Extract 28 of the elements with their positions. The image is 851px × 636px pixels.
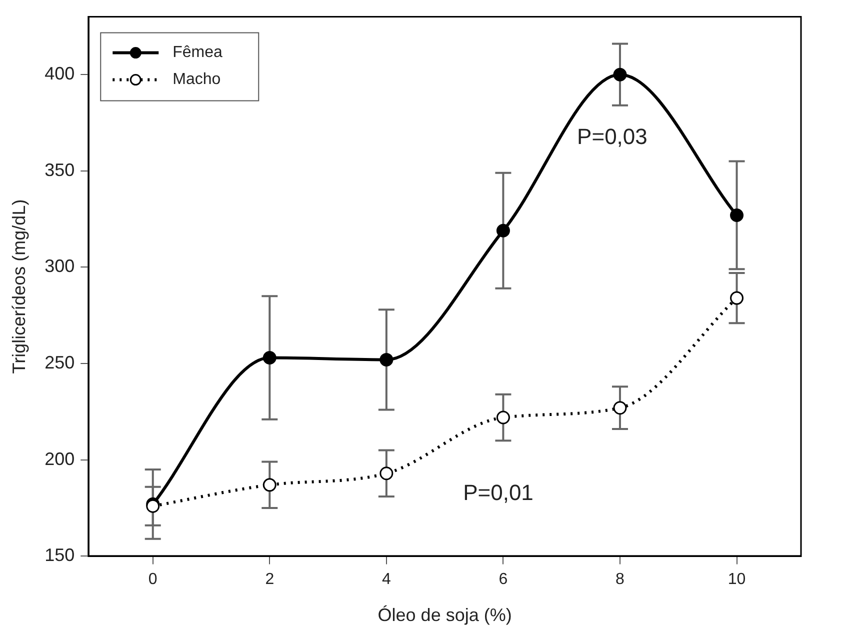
legend-label: Fêmea [172,44,223,62]
point [496,224,510,238]
x-tick-label: 8 [616,571,625,588]
y-tick-label: 350 [44,160,75,180]
x-tick-label: 0 [148,571,158,588]
y-axis-title: Triglicerídeos (mg/dL) [8,199,29,374]
point [730,208,744,222]
y-tick-label: 300 [44,256,75,276]
y-tick-label: 200 [44,448,75,469]
point [262,351,276,365]
x-tick-label: 4 [382,571,391,588]
point [496,410,510,424]
point [262,478,276,492]
point [730,291,744,305]
x-tick-label: 6 [498,571,508,588]
y-tick-label: 150 [44,545,75,566]
x-axis-title: Óleo de soja (%) [378,605,512,626]
point [380,352,394,366]
y-tick-label: 250 [44,352,75,373]
point [613,401,627,415]
x-tick-label: 10 [728,571,746,588]
annotation: P=0,03 [577,124,648,150]
point [380,466,394,480]
x-tick-label: 2 [265,571,274,588]
point [613,68,627,82]
annotation: P=0,01 [463,480,534,506]
y-tick-label: 400 [44,64,75,84]
legend-label: Macho [172,71,221,88]
